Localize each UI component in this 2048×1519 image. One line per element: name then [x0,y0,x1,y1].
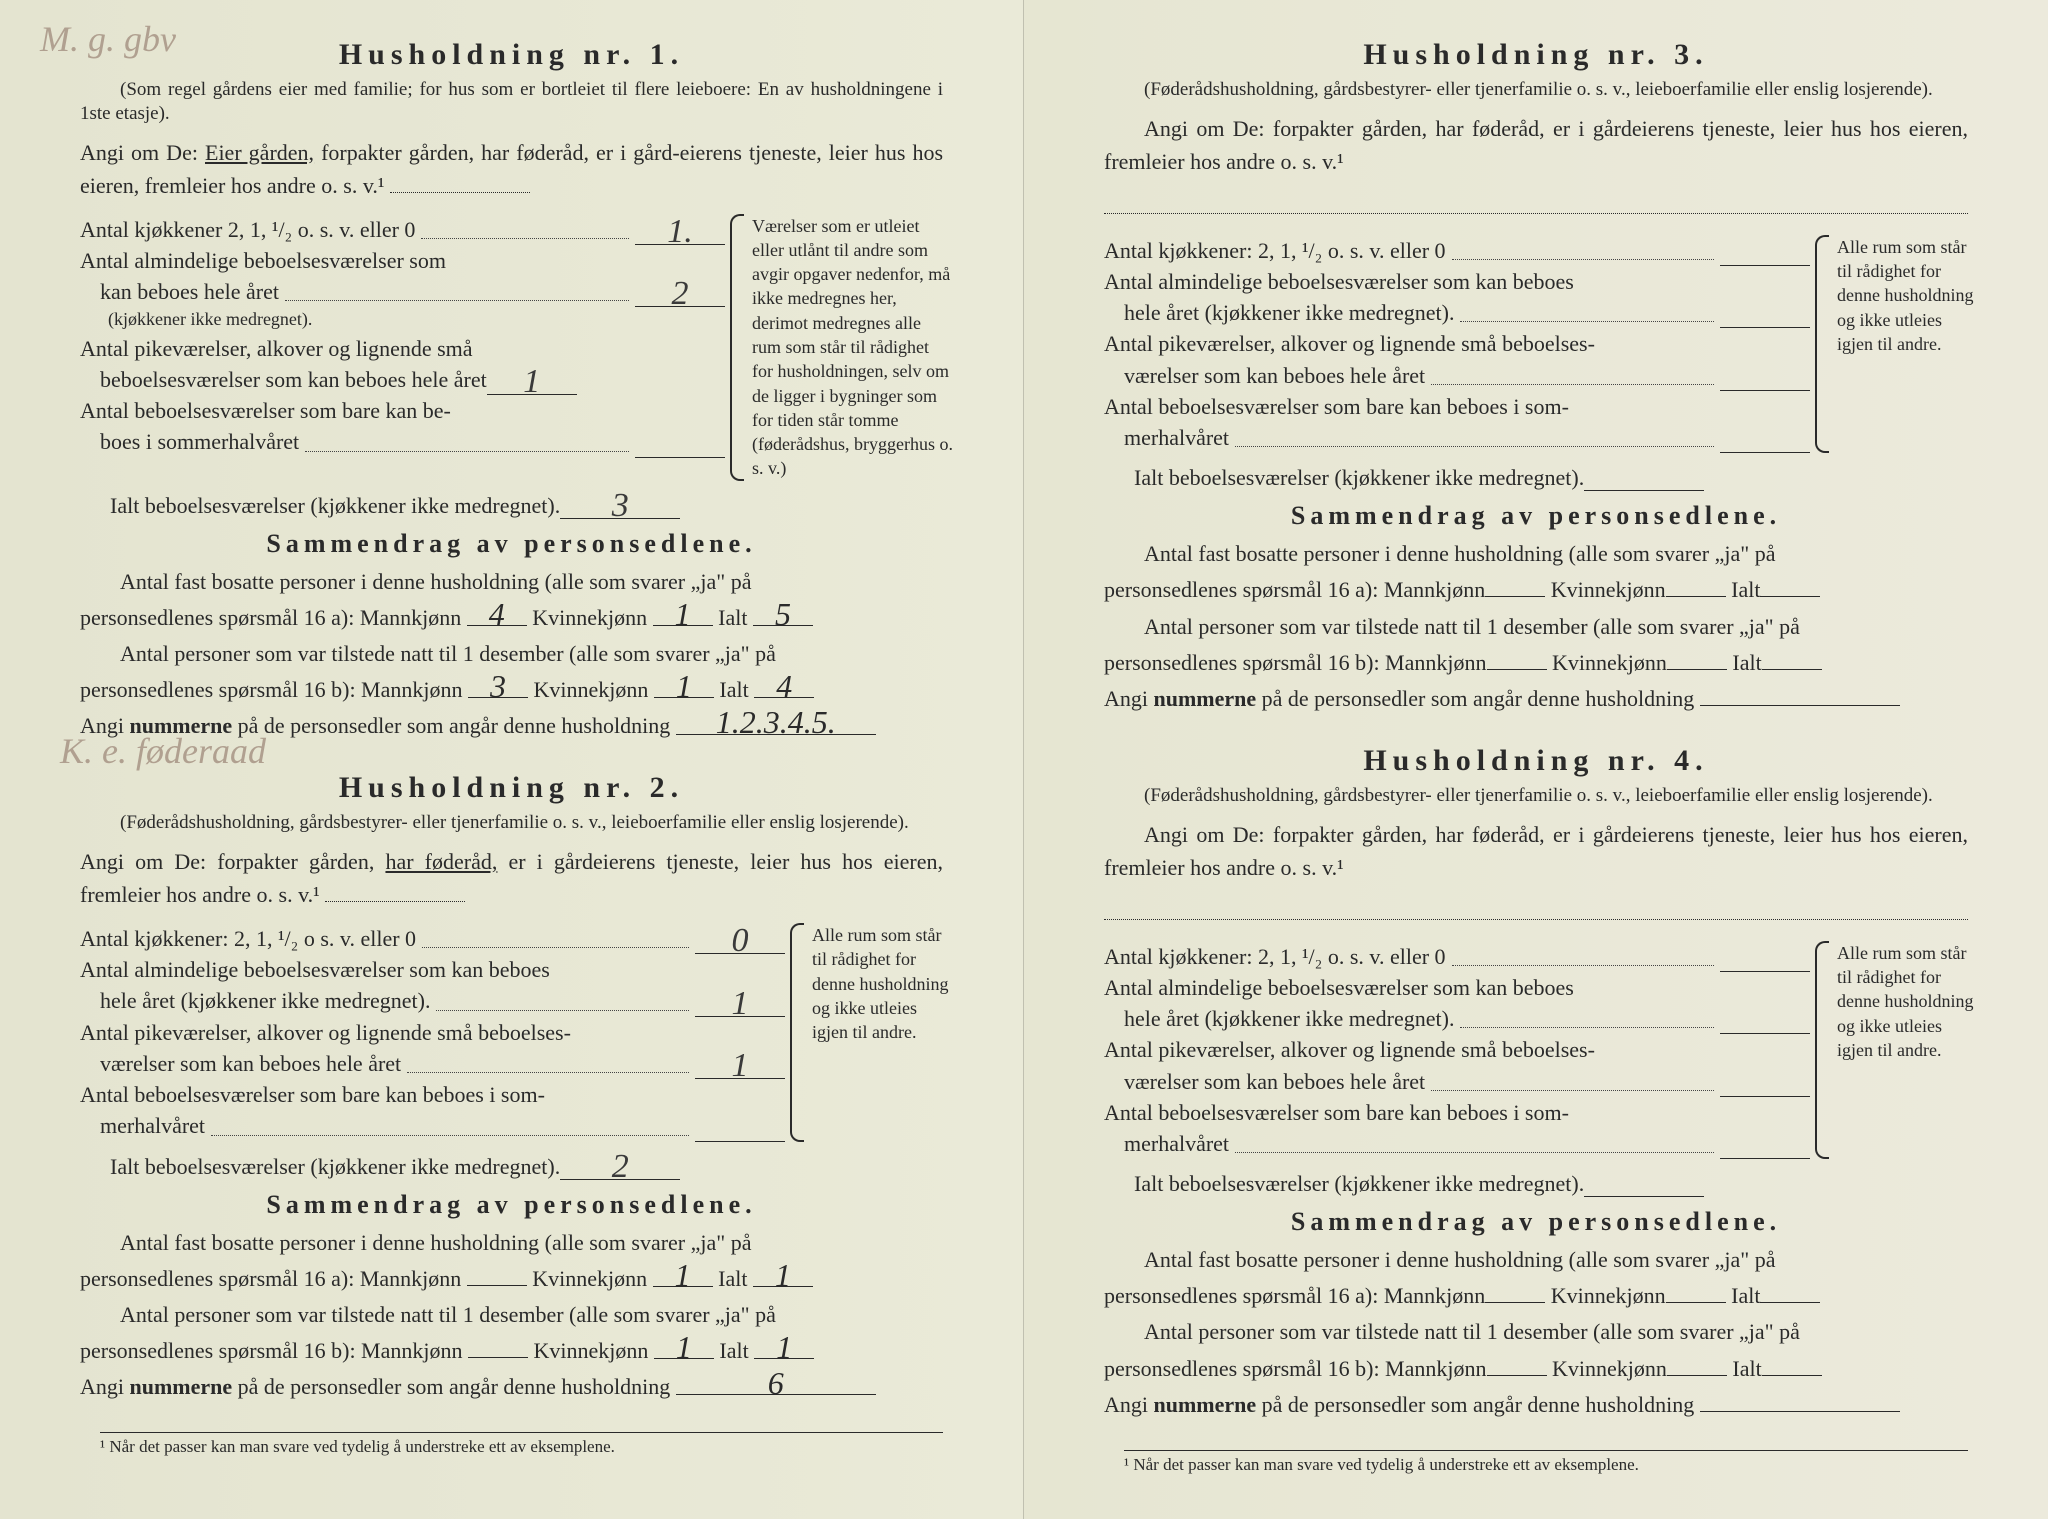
hh1-ialt: Ialt beboelsesværelser (kjøkkener ikke m… [110,491,953,519]
hh2-title: Husholdning nr. 2. [50,771,973,805]
household-4: Husholdning nr. 4. (Føderådshusholdning,… [1074,744,1998,1422]
pencil-note-top: M. g. gbv [40,18,176,60]
hh4-title: Husholdning nr. 4. [1074,744,1998,778]
hh2-summary-title: Sammendrag av personsedlene. [50,1190,973,1220]
hh1-s1-line: personsedlenes spørsmål 16 a): Mannkjønn… [80,601,963,635]
left-page: M. g. gbv Husholdning nr. 1. (Som regel … [0,0,1024,1519]
hh1-angi: Angi om De: Eier gården, forpakter gårde… [80,136,943,202]
hh2-rows: Antal kjøkkener: 2, 1, ¹/₂ o s. v. eller… [80,923,953,1142]
hh1-side-note: Værelser som er utleiet eller utlånt til… [743,214,953,481]
hh2-side-note: Alle rum som står til rådighet for denne… [803,923,953,1142]
footnote-right: ¹ Når det passer kan man svare ved tydel… [1124,1450,1968,1475]
hh1-r3-val: 1 [487,367,577,395]
hh3-title: Husholdning nr. 3. [1074,38,1998,72]
hh1-subtitle: (Som regel gårdens eier med familie; for… [80,78,943,126]
hh4-rows: Antal kjøkkener: 2, 1, ¹/₂ o. s. v. elle… [1104,941,1978,1160]
right-page: Husholdning nr. 3. (Føderådshusholdning,… [1024,0,2048,1519]
hh1-s2-line: personsedlenes spørsmål 16 b): Mannkjønn… [80,673,963,707]
hh1-kitchens-val: 1. [635,217,725,245]
hh1-rows: Antal kjøkkener 2, 1, ¹/₂ o. s. v. eller… [80,214,953,481]
household-3: Husholdning nr. 3. (Føderådshusholdning,… [1074,38,1998,716]
household-2: Husholdning nr. 2. (Føderådshusholdning,… [50,771,973,1404]
footnote-left: ¹ Når det passer kan man svare ved tydel… [100,1432,943,1457]
hh1-title: Husholdning nr. 1. [50,38,973,72]
hh2-subtitle: (Føderådshusholdning, gårdsbestyrer- ell… [80,811,943,835]
hh1-summary-title: Sammendrag av personsedlene. [50,529,973,559]
hh1-r4-val [635,430,725,458]
hh2-angi: Angi om De: forpakter gården, har føderå… [80,845,943,911]
hh3-side-note: Alle rum som står til rådighet for denne… [1828,235,1978,454]
household-1: Husholdning nr. 1. (Som regel gårdens ei… [50,38,973,743]
hh2-ialt: Ialt beboelsesværelser (kjøkkener ikke m… [110,1152,953,1180]
hh1-r2-val: 2 [635,279,725,307]
pencil-note-hh2: K. e. føderaad [60,730,266,772]
hh4-side-note: Alle rum som står til rådighet for denne… [1828,941,1978,1160]
hh3-rows: Antal kjøkkener: 2, 1, ¹/₂ o. s. v. elle… [1104,235,1978,454]
